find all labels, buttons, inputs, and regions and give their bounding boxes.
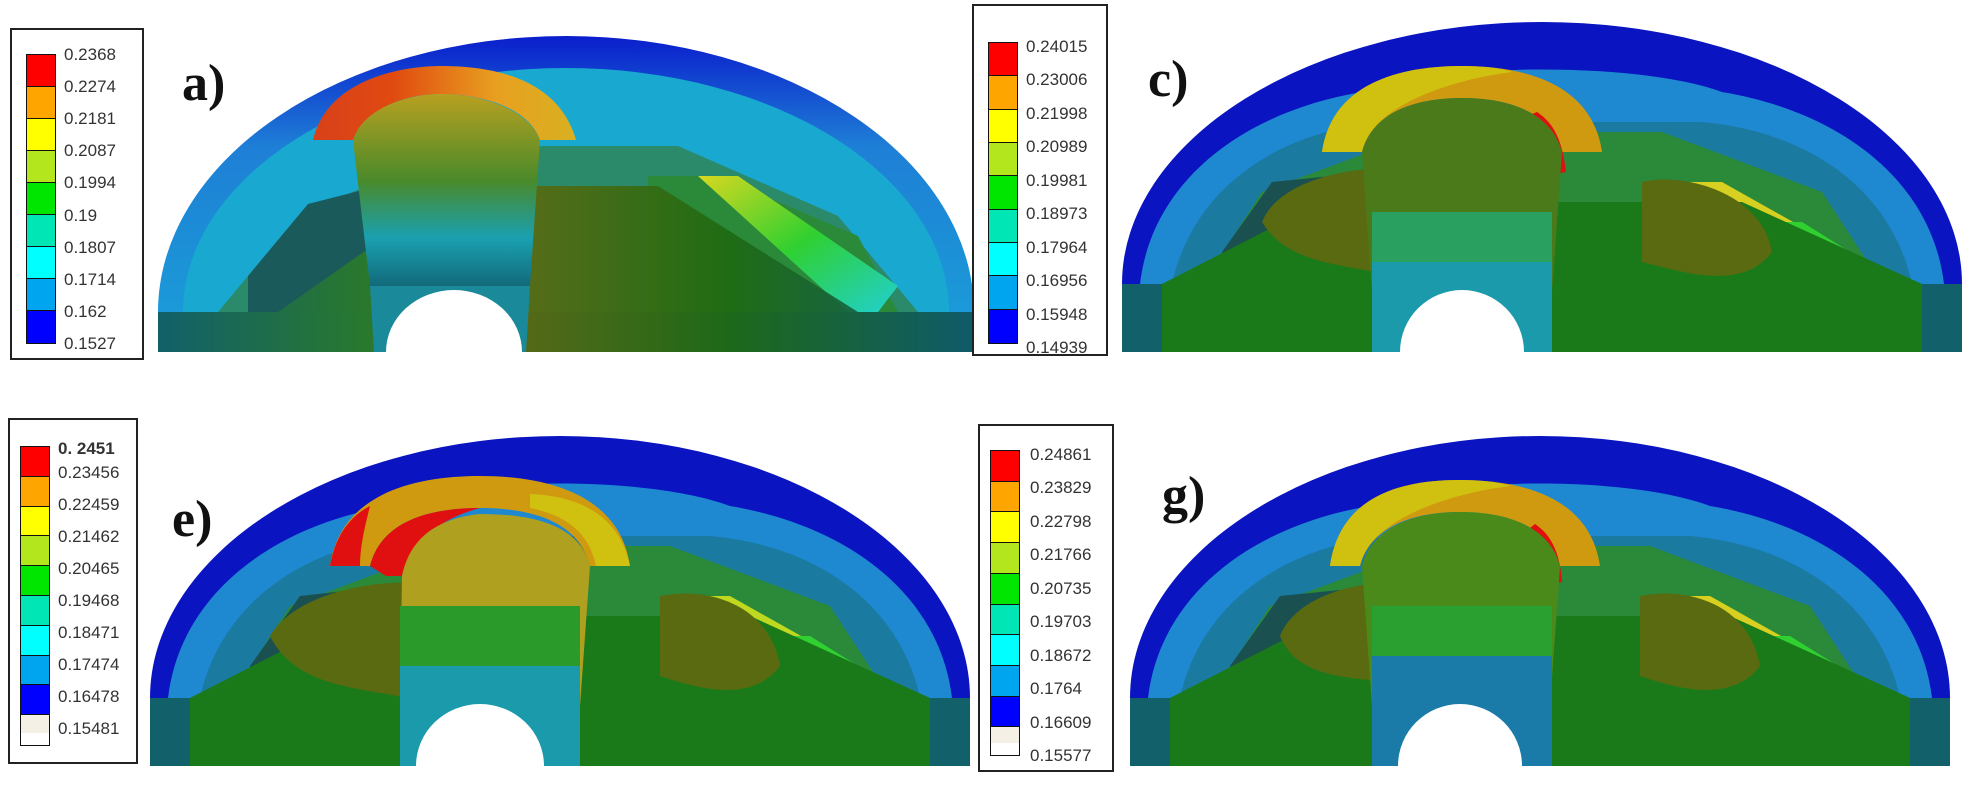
- legend-value: 0.21998: [1026, 104, 1088, 123]
- panel-e: 0. 2451 0.23456 0.22459 0.21462 0.20465 …: [0, 400, 990, 786]
- panel-label-c: c): [1148, 51, 1189, 108]
- legend-value: 0.1807: [64, 238, 116, 257]
- legend-value: 0.20989: [1026, 137, 1088, 156]
- fea-model-g: [1130, 436, 1950, 766]
- color-legend-c: 0.24015 0.23006 0.21998 0.20989 0.19981 …: [972, 4, 1108, 356]
- legend-value: 0.15481: [58, 719, 120, 738]
- fea-model-e: [150, 436, 970, 766]
- color-legend-g: 0.24861 0.23829 0.22798 0.21766 0.20735 …: [978, 424, 1114, 772]
- legend-swatches: [988, 42, 1018, 344]
- legend-value: 0.19: [64, 206, 98, 225]
- panel-g: 0.24861 0.23829 0.22798 0.21766 0.20735 …: [960, 400, 1988, 786]
- legend-value: 0.24861: [1030, 445, 1092, 464]
- color-legend-a: 0.2368 0.2274 0.2181 0.2087 0.1994 0.19 …: [10, 28, 144, 360]
- legend-value: 0.2368: [64, 45, 116, 64]
- legend-value: 0.19468: [58, 591, 120, 610]
- legend-value: 0.17964: [1026, 238, 1088, 257]
- legend-value: 0.2274: [64, 77, 116, 96]
- panel-label-a: a): [182, 55, 226, 112]
- legend-value: 0.1527: [64, 334, 116, 353]
- legend-value: 0.15577: [1030, 746, 1092, 765]
- legend-value: 0.23456: [58, 463, 120, 482]
- panel-a: 0.2368 0.2274 0.2181 0.2087 0.1994 0.19 …: [0, 0, 990, 370]
- legend-value: 0.1994: [64, 173, 116, 192]
- legend-value: 0.16609: [1030, 713, 1092, 732]
- panel-c: 0.24015 0.23006 0.21998 0.20989 0.19981 …: [960, 0, 1988, 370]
- legend-value: 0.2087: [64, 141, 116, 160]
- legend-swatches: [990, 450, 1020, 756]
- legend-value: 0. 2451: [58, 439, 115, 458]
- legend-value: 0.19981: [1026, 171, 1088, 190]
- legend-value: 0.18471: [58, 623, 120, 642]
- legend-value: 0.15948: [1026, 305, 1088, 324]
- legend-value: 0.21462: [58, 527, 120, 546]
- legend-swatches: [26, 54, 56, 344]
- legend-value: 0.20465: [58, 559, 120, 578]
- legend-value: 0.17474: [58, 655, 120, 674]
- legend-value: 0.24015: [1026, 37, 1088, 56]
- fea-model-c: [1122, 22, 1962, 352]
- legend-value: 0.23829: [1030, 478, 1092, 497]
- panel-label-e: e): [172, 491, 213, 548]
- legend-value: 0.18973: [1026, 204, 1088, 223]
- color-legend-e: 0. 2451 0.23456 0.22459 0.21462 0.20465 …: [8, 418, 138, 764]
- legend-swatches: [20, 446, 50, 746]
- legend-value: 0.18672: [1030, 646, 1092, 665]
- legend-value: 0.22459: [58, 495, 120, 514]
- fea-model-a: [158, 36, 974, 352]
- legend-value: 0.19703: [1030, 612, 1092, 631]
- legend-value: 0.162: [64, 302, 107, 321]
- panel-label-g: g): [1162, 467, 1206, 524]
- legend-value: 0.16956: [1026, 271, 1088, 290]
- legend-value: 0.16478: [58, 687, 120, 706]
- legend-value: 0.21766: [1030, 545, 1092, 564]
- legend-value: 0.23006: [1026, 70, 1088, 89]
- legend-value: 0.1764: [1030, 679, 1082, 698]
- legend-value: 0.1714: [64, 270, 116, 289]
- legend-value: 0.14939: [1026, 338, 1088, 357]
- legend-value: 0.2181: [64, 109, 116, 128]
- legend-value: 0.22798: [1030, 512, 1092, 531]
- legend-value: 0.20735: [1030, 579, 1092, 598]
